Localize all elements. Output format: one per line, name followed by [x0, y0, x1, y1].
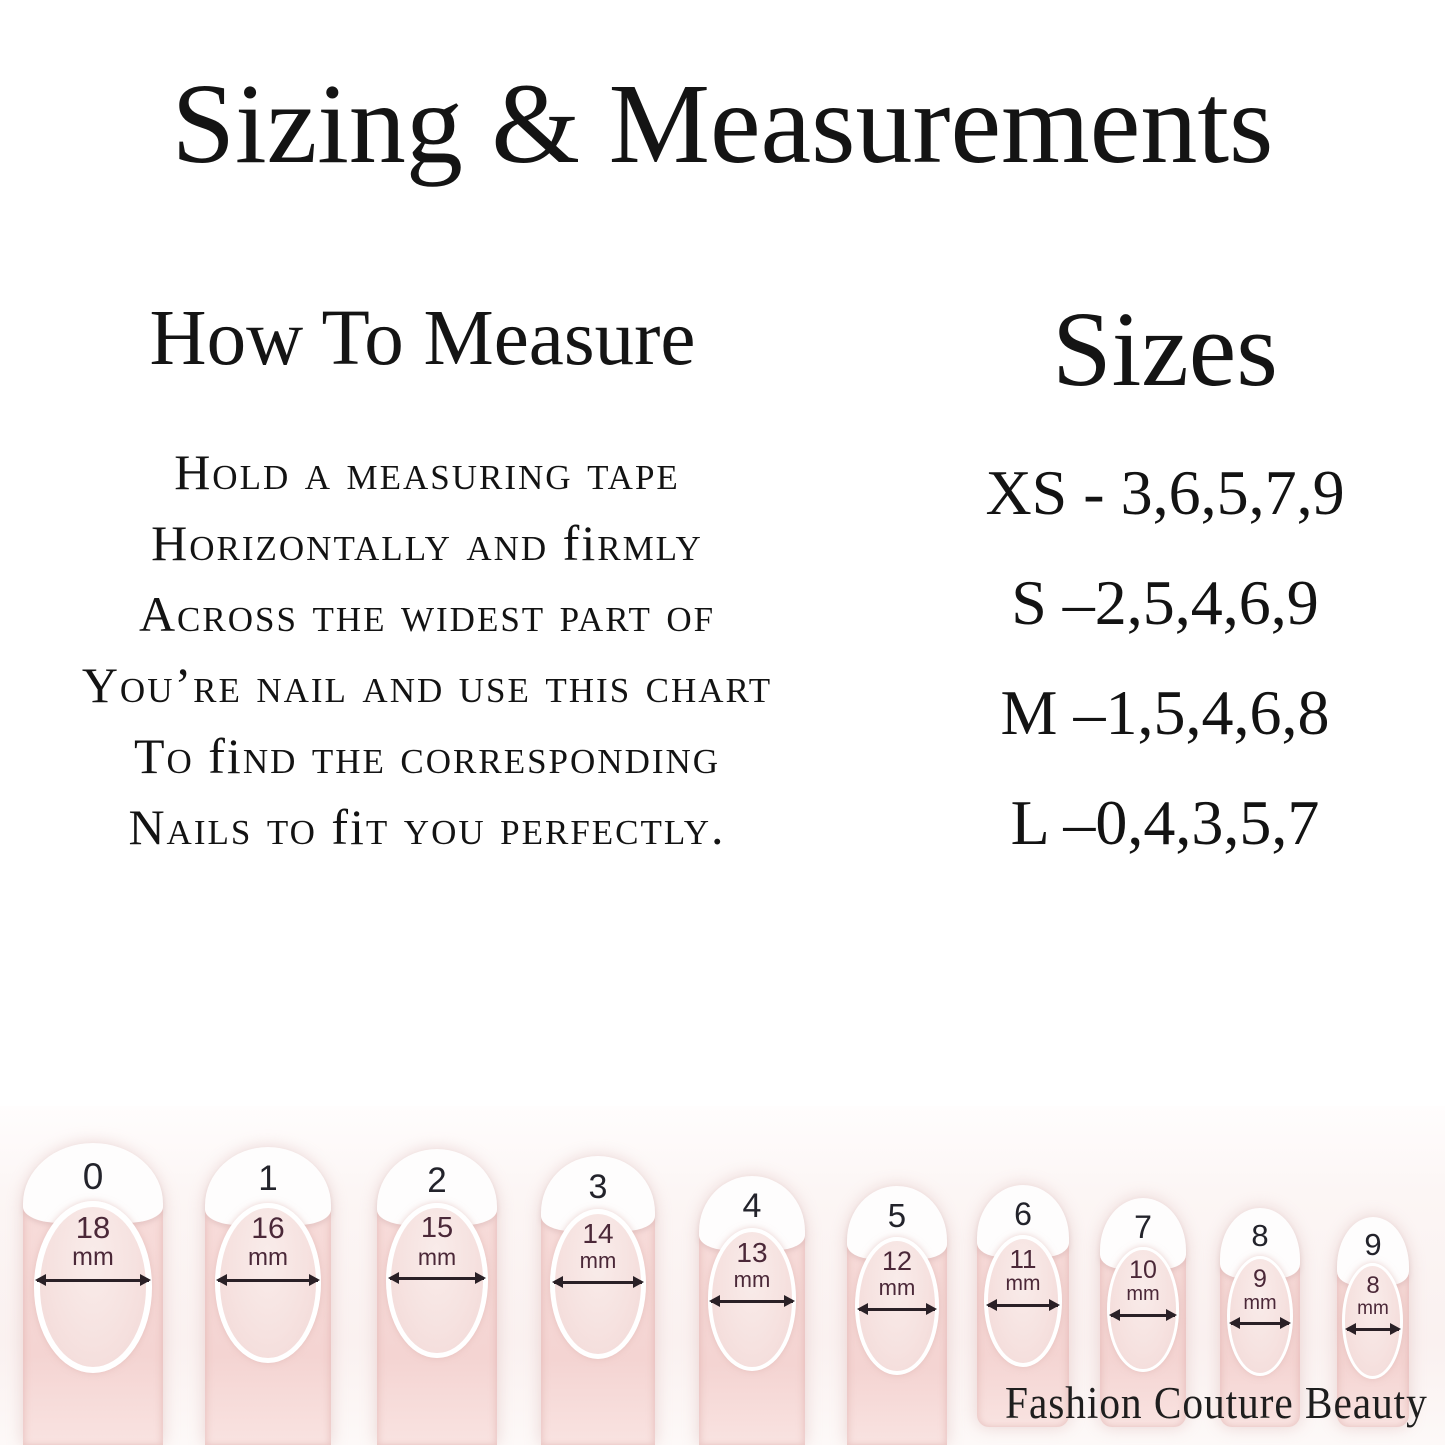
nail-size-number: 4: [742, 1187, 762, 1226]
width-value: 18: [75, 1209, 111, 1245]
width-unit: mm: [733, 1267, 771, 1293]
nail-size-item: 0 18 mm: [22, 1143, 164, 1445]
instruction-text: rmly: [597, 515, 703, 571]
width-value: 10: [1129, 1255, 1157, 1284]
nail-size-item: 9 8 mm: [1336, 1217, 1410, 1427]
ligature-text: fi: [562, 515, 598, 571]
sizes-heading: Sizes: [1052, 291, 1278, 409]
measure-instructions: Hold a measuring tape Horizontally and fi…: [8, 437, 846, 863]
width-unit: mm: [417, 1243, 457, 1270]
nail-size-item: 7 10 mm: [1100, 1198, 1186, 1427]
nail-size-item: 1 16 mm: [204, 1147, 332, 1445]
nail-size-item: 5 12 mm: [847, 1186, 947, 1445]
nail-bed-oval: [33, 1200, 153, 1374]
width-measurement-label: 12 mm: [847, 1245, 947, 1301]
width-unit: mm: [1357, 1298, 1389, 1320]
width-unit: mm: [1005, 1271, 1041, 1295]
width-unit: mm: [248, 1243, 288, 1271]
page-title: Sizing & Measurements: [171, 60, 1274, 187]
width-measurement-label: 15 mm: [377, 1213, 497, 1269]
instruction-text: Across the widest part of: [138, 586, 716, 642]
how-to-measure-heading: How To Measure: [149, 295, 696, 382]
nail-size-number: 0: [82, 1155, 104, 1197]
instruction-line: To find the corresponding: [8, 721, 846, 792]
width-unit: mm: [72, 1243, 114, 1272]
nail-size-number: 9: [1364, 1226, 1382, 1262]
instruction-text: To: [133, 728, 209, 784]
width-measurement-label: 14 mm: [541, 1218, 654, 1274]
width-arrow-icon: [708, 1295, 795, 1307]
width-arrow-icon: [985, 1299, 1060, 1311]
width-measurement-label: 9 mm: [1220, 1264, 1299, 1315]
instruction-line: Nails to fit you perfectly.: [8, 792, 846, 863]
width-value: 13: [736, 1237, 768, 1269]
width-value: 8: [1366, 1272, 1380, 1300]
width-value: 9: [1253, 1264, 1267, 1293]
nail-size-number: 6: [1014, 1195, 1032, 1232]
nail-bed-oval: [214, 1202, 322, 1363]
width-value: 14: [582, 1218, 614, 1250]
nail-bed-oval: [1226, 1255, 1294, 1376]
nail-size-number: 2: [427, 1160, 447, 1200]
width-arrow-icon: [551, 1276, 644, 1288]
size-row: L –0,4,3,5,7: [1010, 787, 1320, 858]
nail-size-number: 7: [1134, 1208, 1152, 1245]
width-arrow-icon: [34, 1274, 151, 1286]
instruction-text: Hold a measuring tape: [174, 444, 680, 500]
width-arrow-icon: [388, 1272, 486, 1284]
width-measurement-label: 16 mm: [205, 1211, 332, 1271]
nail-size-item: 2 15 mm: [377, 1149, 497, 1445]
width-unit: mm: [1243, 1291, 1277, 1314]
width-arrow-icon: [1228, 1317, 1291, 1329]
width-measurement-label: 11 mm: [977, 1245, 1070, 1296]
nail-size-item: 6 11 mm: [976, 1185, 1070, 1427]
instruction-line: Horizontally and firmly: [8, 508, 846, 579]
width-value: 15: [420, 1212, 454, 1245]
nail-size-number: 5: [887, 1197, 907, 1234]
size-row: XS - 3,6,5,7,9: [985, 457, 1345, 528]
watermark-brand: Fashion Couture Beauty: [1005, 1378, 1428, 1428]
size-row: S –2,5,4,6,9: [1011, 567, 1319, 638]
width-arrow-icon: [856, 1303, 937, 1315]
instruction-text: nd the corresponding: [242, 728, 721, 784]
width-measurement-label: 10 mm: [1100, 1255, 1186, 1306]
size-list: XS - 3,6,5,7,9 S –2,5,4,6,9 M –1,5,4,6,8 L …: [935, 438, 1395, 878]
width-arrow-icon: [215, 1274, 320, 1286]
instruction-text: Nails to: [128, 799, 332, 855]
width-measurement-label: 8 mm: [1337, 1273, 1409, 1319]
size-row: M –1,5,4,6,8: [1000, 677, 1330, 748]
nail-size-number: 8: [1251, 1218, 1269, 1254]
width-arrow-icon: [1109, 1309, 1177, 1321]
width-measurement-label: 18 mm: [23, 1209, 163, 1272]
width-arrow-icon: [1344, 1323, 1401, 1335]
width-value: 16: [251, 1211, 285, 1245]
ligature-text: fi: [208, 728, 243, 784]
nail-size-item: 3 14 mm: [541, 1156, 655, 1445]
nail-size-number: 3: [588, 1167, 608, 1206]
instruction-text: You’re nail and use this chart: [81, 657, 773, 713]
nail-size-item: 4 13 mm: [698, 1176, 806, 1445]
width-unit: mm: [878, 1275, 916, 1301]
width-measurement-label: 13 mm: [699, 1237, 805, 1293]
nail-size-number: 1: [258, 1159, 278, 1198]
nail-size-item: 8 9 mm: [1220, 1208, 1300, 1427]
width-value: 12: [881, 1245, 912, 1276]
ligature-text: fi: [331, 799, 366, 855]
width-unit: mm: [1126, 1282, 1160, 1305]
width-unit: mm: [579, 1248, 617, 1274]
instruction-line: Across the widest part of: [8, 579, 846, 650]
instruction-line: You’re nail and use this chart: [8, 650, 846, 721]
instruction-line: Hold a measuring tape: [8, 437, 846, 508]
nail-bed-oval: [1342, 1263, 1404, 1379]
instruction-text: t you perfectly.: [365, 799, 726, 855]
width-value: 11: [1009, 1243, 1037, 1274]
instruction-text: Horizontally and: [151, 515, 563, 571]
